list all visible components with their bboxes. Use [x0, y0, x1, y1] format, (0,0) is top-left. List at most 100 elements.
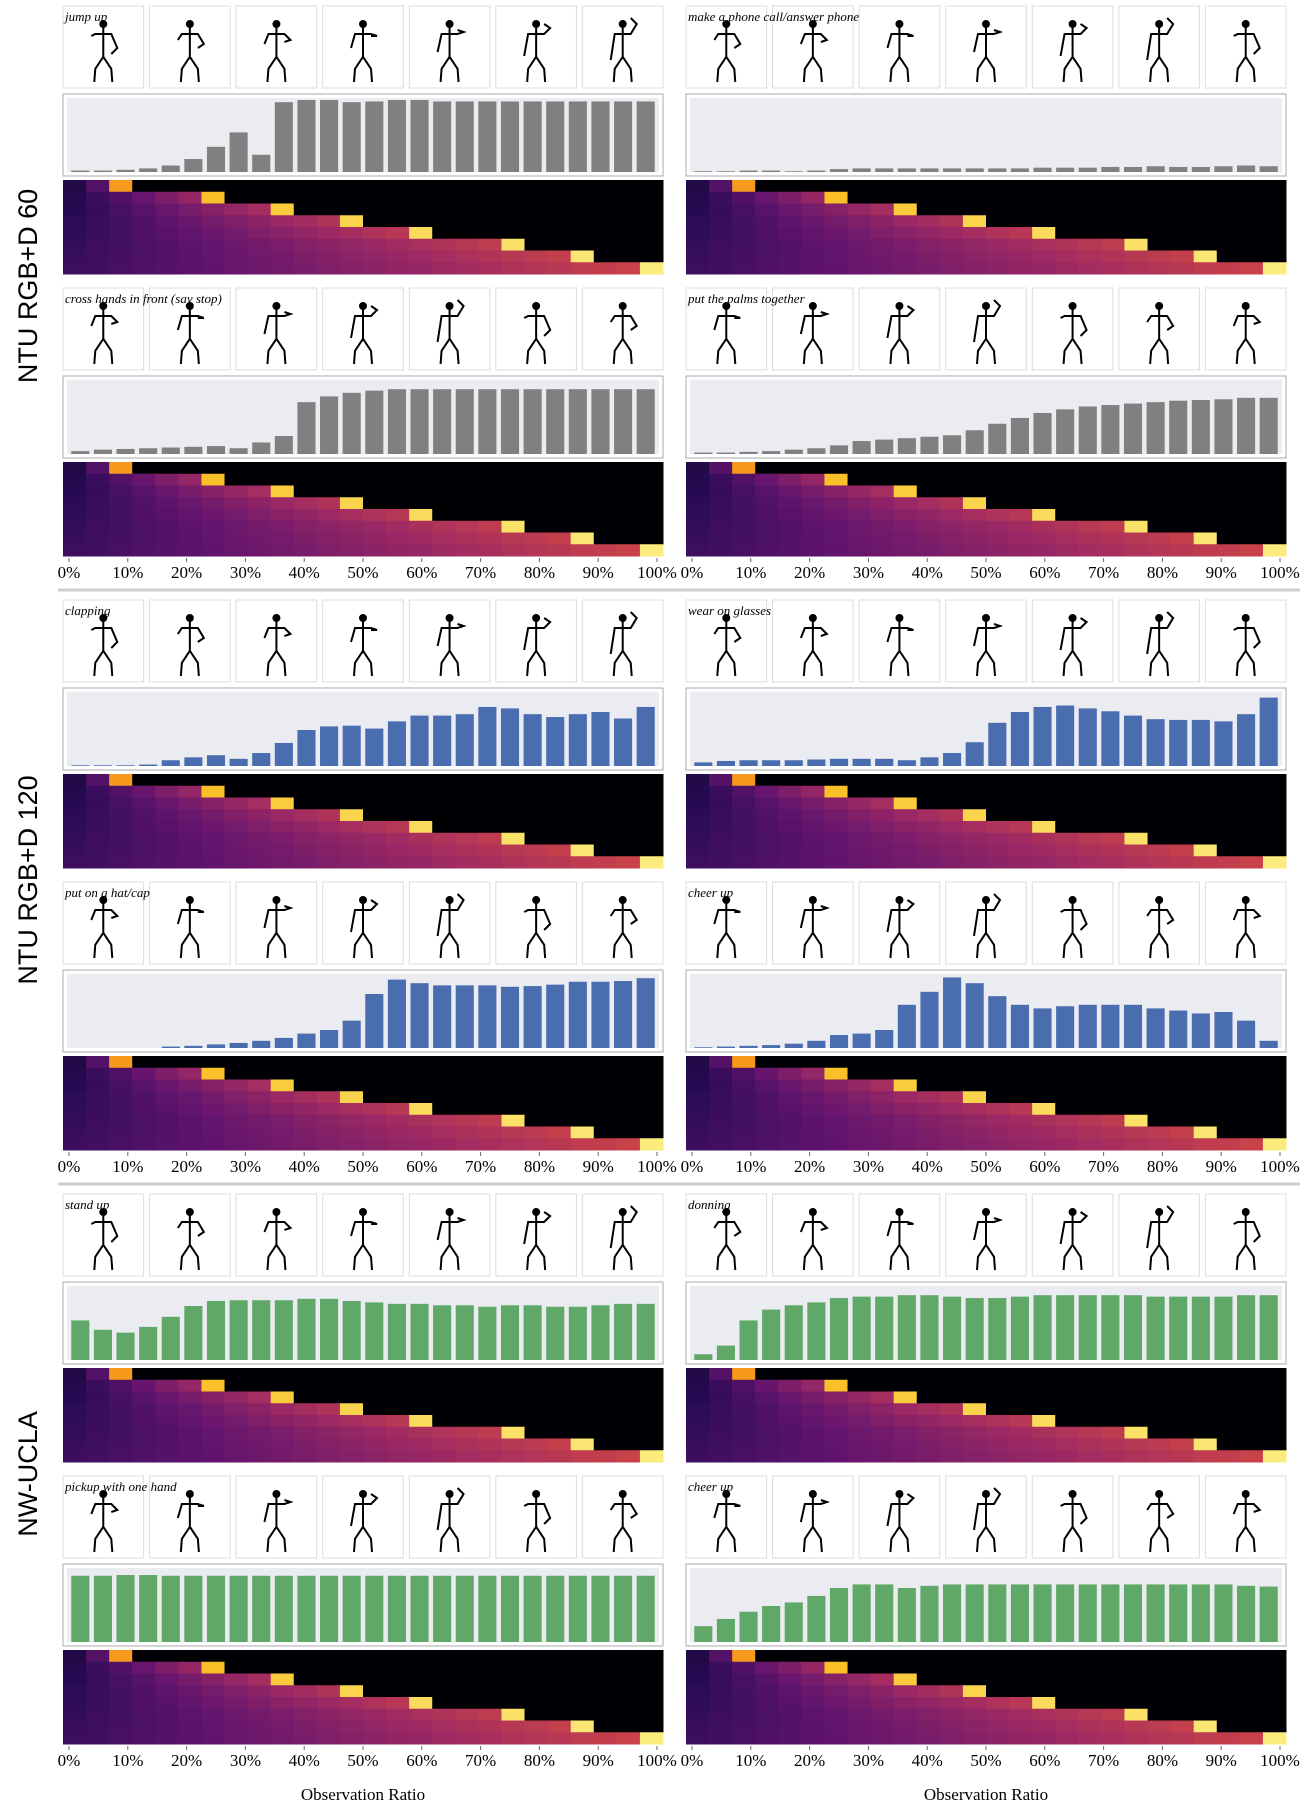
heatmap-cell	[1078, 1368, 1102, 1380]
heatmap-cell	[548, 239, 572, 251]
heatmap-cell	[1009, 1450, 1033, 1462]
heatmap-cell	[894, 180, 918, 192]
heatmap-cell	[871, 497, 895, 509]
heatmap-cell	[709, 180, 733, 192]
heatmap-cell	[1009, 1115, 1033, 1127]
heatmap-cell	[109, 1127, 133, 1139]
heatmap-cell	[1194, 1392, 1218, 1404]
heatmap-cell	[594, 821, 618, 833]
heatmap-cell	[178, 845, 202, 857]
heatmap-cell	[363, 1403, 387, 1415]
heatmap-cell	[432, 798, 456, 810]
heatmap-cell	[1032, 1662, 1056, 1674]
heatmap-cell	[294, 1721, 318, 1733]
heatmap-cell	[755, 251, 779, 263]
heatmap-cell	[525, 809, 549, 821]
heatmap-cell	[617, 798, 641, 810]
heatmap-cell	[248, 1685, 272, 1697]
heatmap-cell	[640, 774, 664, 786]
heatmap-cell	[178, 821, 202, 833]
heatmap-cell	[271, 821, 295, 833]
heatmap-cell	[225, 1709, 249, 1721]
bar	[501, 708, 519, 766]
bar	[853, 1034, 871, 1048]
heatmap-cell	[986, 821, 1010, 833]
heatmap-cell	[1124, 474, 1148, 486]
heatmap-cell	[340, 180, 364, 192]
heatmap-cell	[1148, 798, 1172, 810]
heatmap-cell	[271, 856, 295, 868]
heatmap-cell	[432, 1068, 456, 1080]
heatmap-cell	[409, 497, 433, 509]
heatmap-cell	[1032, 227, 1056, 239]
bar	[1101, 405, 1119, 454]
heatmap-cell	[940, 486, 964, 498]
heatmap-cell	[848, 1127, 872, 1139]
heatmap-cell	[1124, 1439, 1148, 1451]
heatmap-cell	[940, 1091, 964, 1103]
heatmap-cell	[409, 833, 433, 845]
heatmap-cell	[155, 262, 179, 274]
heatmap-cell	[571, 1080, 595, 1092]
heatmap-cell	[755, 1127, 779, 1139]
heatmap-cell	[432, 533, 456, 545]
heatmap-cell	[294, 1392, 318, 1404]
heatmap-cell	[940, 192, 964, 204]
heatmap-cell	[155, 192, 179, 204]
heatmap-cell	[963, 1056, 987, 1068]
heatmap-cell	[1171, 1056, 1195, 1068]
heatmap-cell	[525, 227, 549, 239]
heatmap-cell	[1240, 1068, 1264, 1080]
bar	[297, 1576, 315, 1642]
heatmap-cell	[963, 1138, 987, 1150]
heatmap-cell	[478, 533, 502, 545]
bar	[807, 760, 825, 766]
heatmap-cell	[1078, 856, 1102, 868]
heatmap-cell	[732, 833, 756, 845]
heatmap-cell	[501, 509, 525, 521]
heatmap-cell	[225, 533, 249, 545]
heatmap-cell	[1194, 227, 1218, 239]
heatmap-cell	[824, 239, 848, 251]
bar	[569, 101, 587, 172]
heatmap-cell	[478, 1103, 502, 1115]
heatmap-cell	[871, 180, 895, 192]
heatmap-cell	[871, 1080, 895, 1092]
heatmap-cell	[709, 1662, 733, 1674]
heatmap-cell	[409, 1403, 433, 1415]
heatmap-cell	[1148, 809, 1172, 821]
heatmap-cell	[755, 227, 779, 239]
heatmap-cell	[248, 544, 272, 556]
heatmap-cell	[1055, 821, 1079, 833]
bar	[275, 1038, 293, 1048]
bar	[410, 1576, 428, 1642]
heatmap-cell	[917, 1392, 941, 1404]
heatmap-cell	[86, 1415, 110, 1427]
bar	[546, 101, 564, 172]
heatmap-cell	[525, 180, 549, 192]
heatmap-cell	[1263, 215, 1287, 227]
heatmap-cell	[824, 1103, 848, 1115]
heatmap-cell	[525, 1415, 549, 1427]
heatmap-cell	[63, 1056, 87, 1068]
heatmap-cell	[1171, 192, 1195, 204]
bar	[320, 1299, 338, 1360]
heatmap-cell	[525, 1662, 549, 1674]
heatmap-cell	[686, 533, 710, 545]
heatmap-cell	[848, 1415, 872, 1427]
heatmap-cell	[986, 1674, 1010, 1686]
heatmap-cell	[617, 1115, 641, 1127]
heatmap-cell	[986, 1127, 1010, 1139]
heatmap-cell	[455, 1380, 479, 1392]
heatmap-cell	[248, 474, 272, 486]
heatmap-cell	[271, 521, 295, 533]
heatmap-cell	[501, 474, 525, 486]
heatmap-cell	[778, 474, 802, 486]
heatmap-cell	[686, 239, 710, 251]
bar	[1147, 719, 1165, 766]
bar	[1192, 400, 1210, 454]
heatmap-cell	[340, 251, 364, 263]
heatmap-cell	[1124, 192, 1148, 204]
heatmap-cell	[1240, 833, 1264, 845]
heatmap-cell	[1055, 845, 1079, 857]
